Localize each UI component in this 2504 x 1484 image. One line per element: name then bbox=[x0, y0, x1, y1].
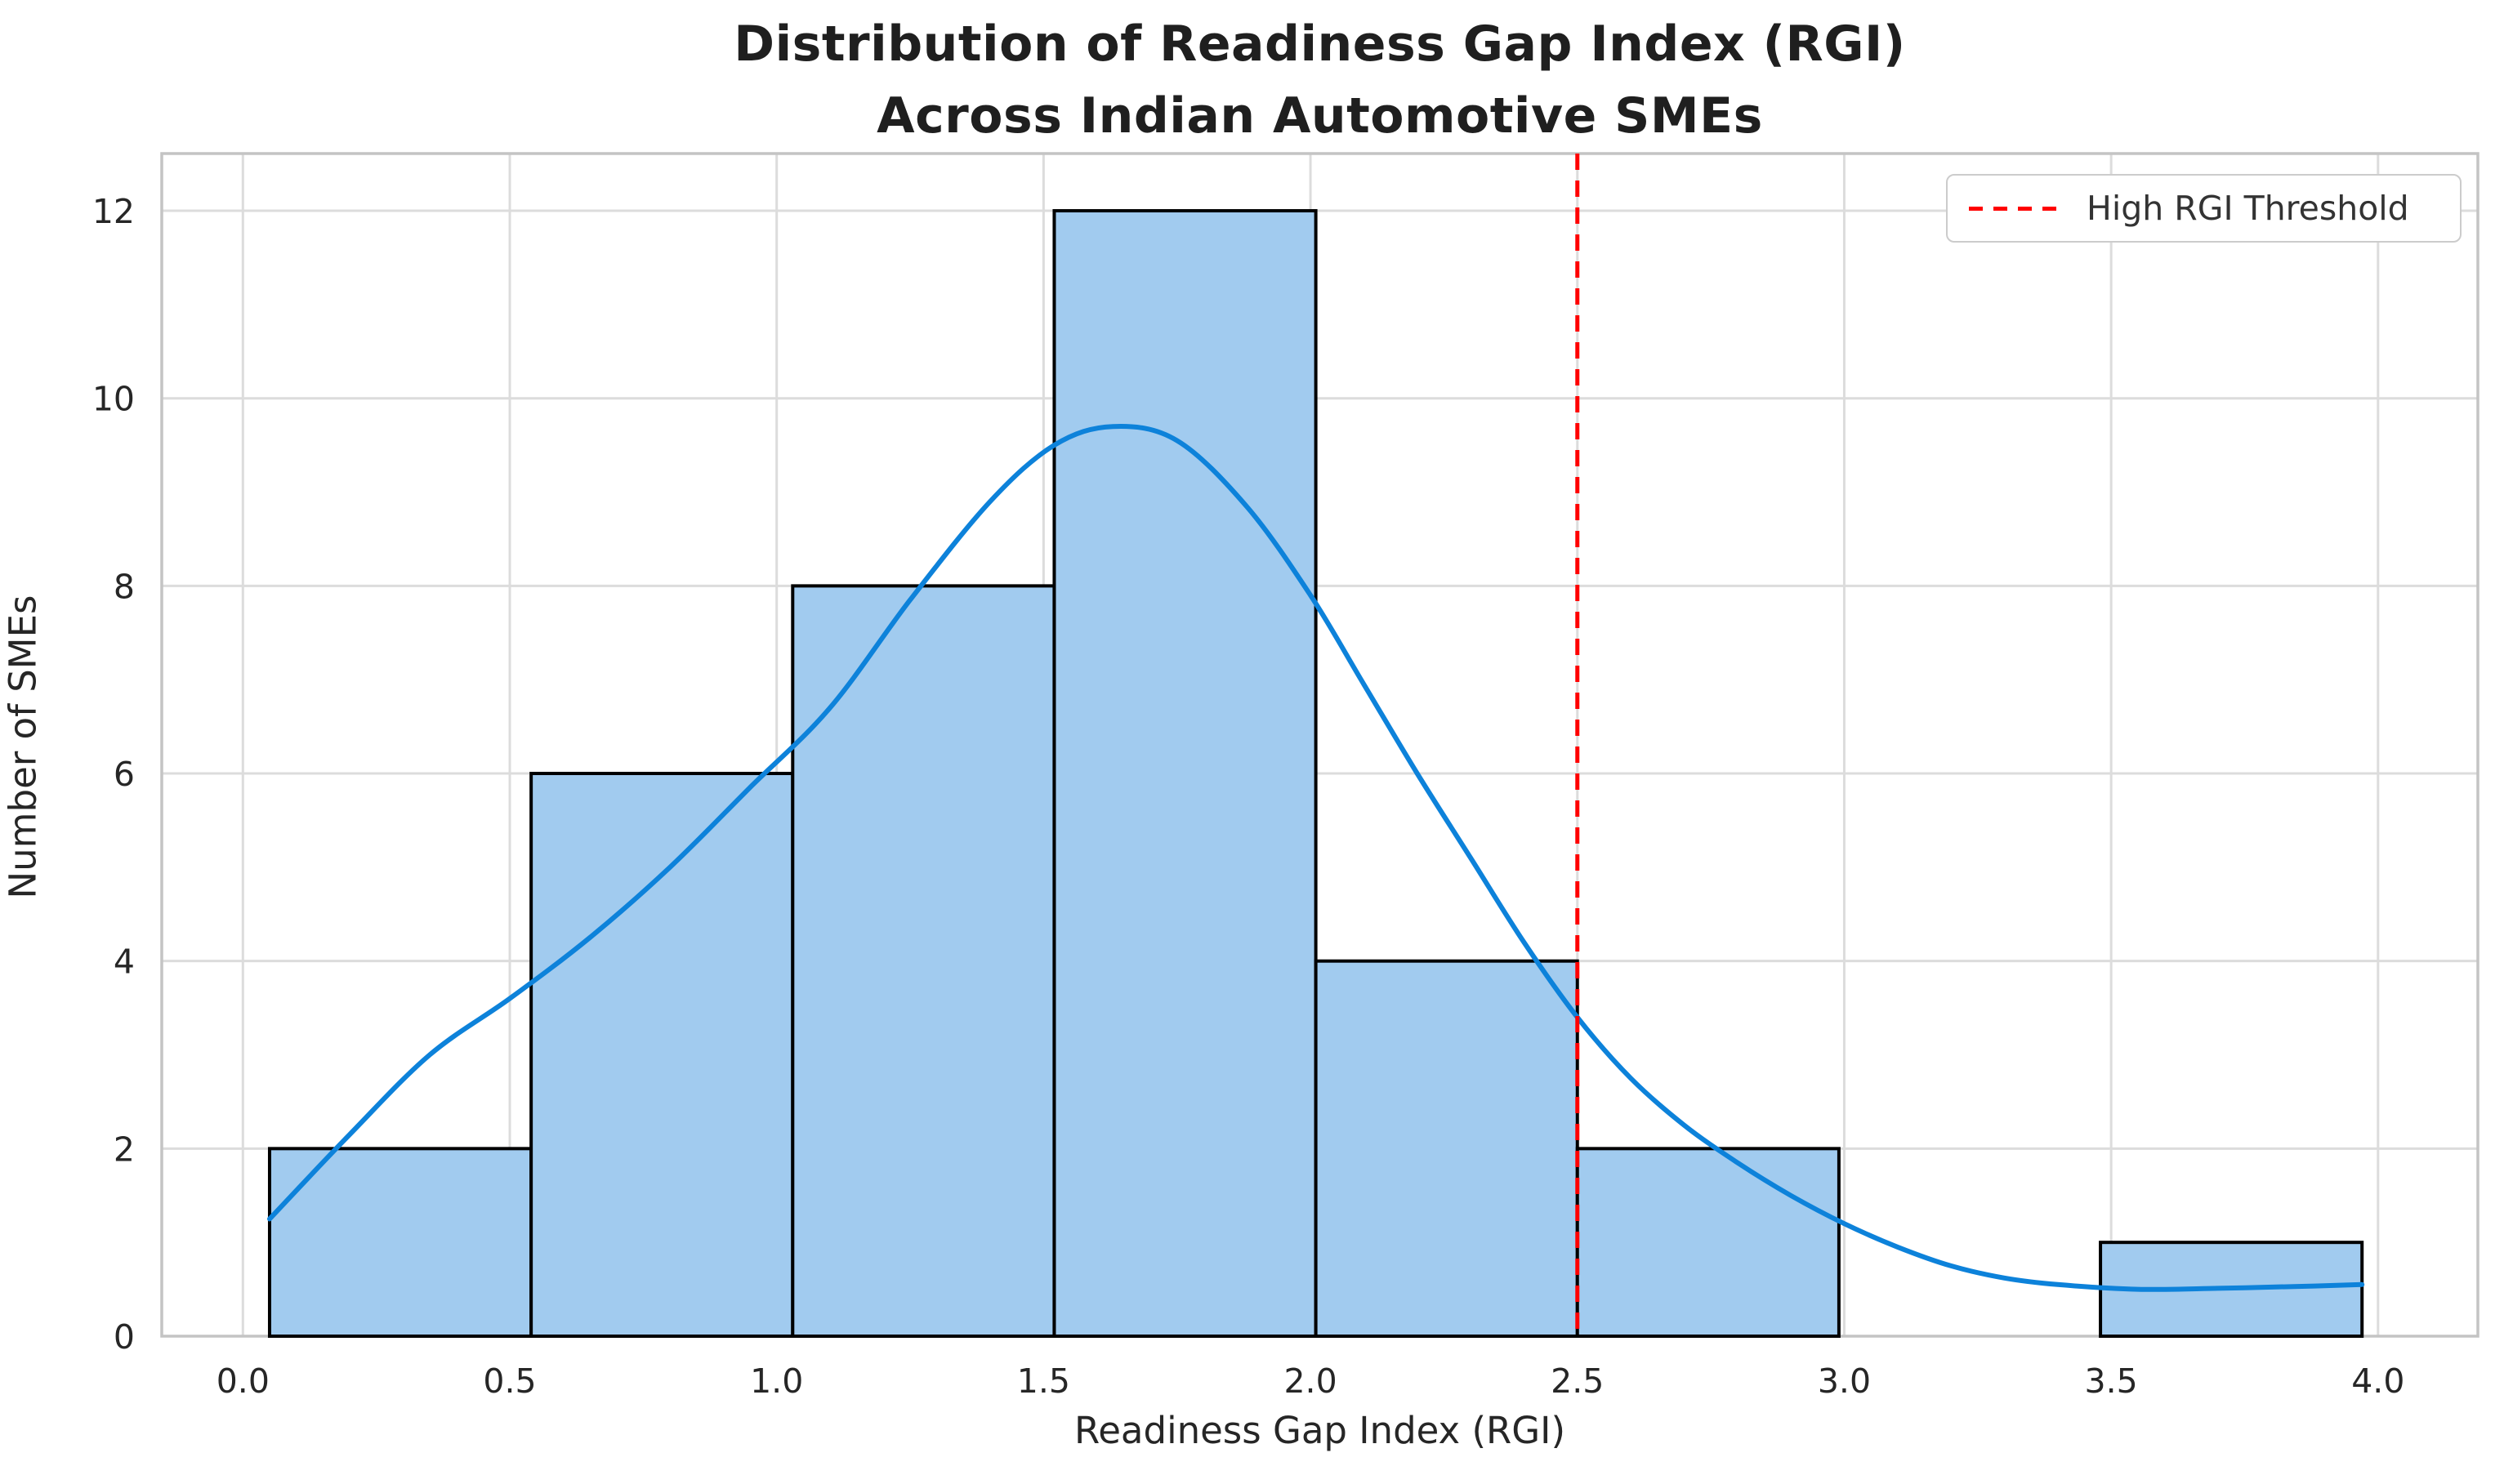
legend: High RGI Threshold bbox=[1946, 174, 2462, 243]
x-tick-label: 4.0 bbox=[2351, 1361, 2404, 1401]
x-tick-label: 3.0 bbox=[1818, 1361, 1871, 1401]
histogram-bar bbox=[1575, 1147, 1841, 1338]
y-tick-label: 10 bbox=[92, 380, 135, 419]
kde-curve bbox=[266, 423, 2365, 1292]
y-tick-label: 4 bbox=[114, 943, 135, 982]
x-tick-label: 0.5 bbox=[483, 1361, 536, 1401]
histogram-bar bbox=[791, 584, 1056, 1338]
x-tick-label: 1.5 bbox=[1017, 1361, 1070, 1401]
x-tick-label: 3.5 bbox=[2085, 1361, 2138, 1401]
histogram-bar bbox=[267, 1147, 533, 1338]
y-axis-label: Number of SMEs bbox=[1, 595, 45, 899]
threshold-line-icon bbox=[1969, 206, 2060, 211]
x-tick-label: 2.5 bbox=[1551, 1361, 1604, 1401]
y-tick-label: 12 bbox=[92, 192, 135, 231]
y-tick-label: 2 bbox=[114, 1130, 135, 1169]
histogram-bar bbox=[529, 772, 795, 1338]
y-tick-label: 8 bbox=[114, 567, 135, 606]
histogram-bar bbox=[1052, 209, 1318, 1338]
x-axis-label: Readiness Gap Index (RGI) bbox=[1074, 1409, 1565, 1452]
y-tick-label: 0 bbox=[114, 1317, 135, 1357]
x-tick-label: 2.0 bbox=[1283, 1361, 1337, 1401]
histogram-bar bbox=[1314, 959, 1579, 1338]
y-tick-label: 6 bbox=[114, 755, 135, 794]
x-tick-label: 0.0 bbox=[216, 1361, 270, 1401]
legend-label: High RGI Threshold bbox=[2087, 189, 2409, 228]
x-tick-label: 1.0 bbox=[750, 1361, 803, 1401]
chart-title-line1: Distribution of Readiness Gap Index (RGI… bbox=[734, 16, 1906, 73]
chart-title: Distribution of Readiness Gap Index (RGI… bbox=[162, 8, 2478, 152]
chart-title-line2: Across Indian Automotive SMEs bbox=[877, 87, 1763, 145]
